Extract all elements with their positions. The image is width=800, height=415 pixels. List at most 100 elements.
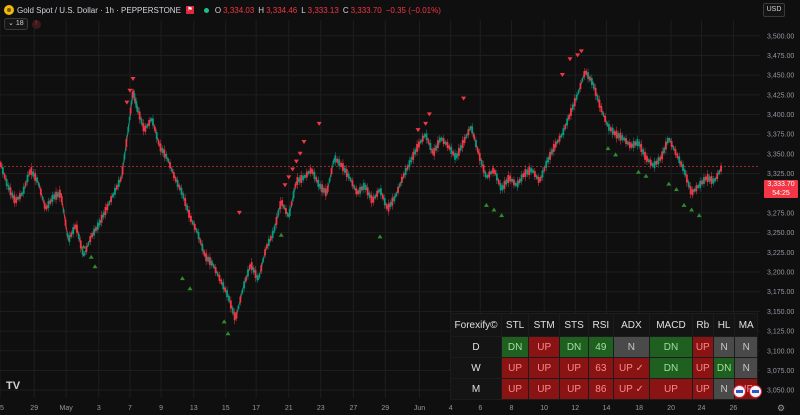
candle-body xyxy=(267,238,270,246)
candle-body xyxy=(492,167,494,174)
candle-body xyxy=(254,269,257,278)
buy-signal-marker xyxy=(187,286,193,291)
candle-body xyxy=(568,114,570,119)
us-flag-icon[interactable] xyxy=(749,385,762,398)
candle-body xyxy=(7,184,10,190)
candle-body xyxy=(304,175,306,179)
candle-body xyxy=(359,186,361,194)
close-value: 3,333.70 xyxy=(350,5,382,15)
candle-body xyxy=(632,141,635,149)
candle-body xyxy=(461,140,464,149)
sell-signal-marker xyxy=(293,159,299,164)
candle-body xyxy=(704,176,707,181)
candle-body xyxy=(372,196,375,203)
candle-body xyxy=(319,183,322,189)
table-cell: UP xyxy=(649,378,693,400)
table-cell: UP ✓ xyxy=(612,378,651,400)
buy-signal-marker xyxy=(483,202,489,207)
buy-signal-marker xyxy=(179,276,185,281)
table-cell: 86 xyxy=(587,378,614,400)
candle-body xyxy=(457,147,460,156)
y-tick-label: 3,125.00 xyxy=(767,329,794,336)
sell-signal-marker xyxy=(130,76,136,81)
high-value: 3,334.46 xyxy=(266,5,298,15)
candle-body xyxy=(220,279,223,284)
candle-body xyxy=(133,93,136,101)
symbol-title[interactable]: Gold Spot / U.S. Dollar · 1h · PEPPERSTO… xyxy=(17,5,181,15)
table-cell: N xyxy=(712,336,736,358)
candle-body xyxy=(260,265,263,272)
candle-body xyxy=(522,173,525,178)
candle-body xyxy=(186,205,189,211)
candle-body xyxy=(190,215,192,222)
sell-signal-marker xyxy=(461,96,467,101)
candle-body xyxy=(20,192,23,196)
candle-body xyxy=(157,140,160,145)
currency-selector[interactable]: USD xyxy=(763,3,785,17)
red-flag-icon[interactable]: ⚑ xyxy=(185,6,194,14)
candle-body xyxy=(307,171,310,175)
candle-body xyxy=(36,177,38,183)
candle-body xyxy=(634,141,637,146)
table-cell: N xyxy=(734,357,758,379)
candle-body xyxy=(587,72,589,80)
candle-body xyxy=(123,154,126,160)
candle-body xyxy=(146,124,149,128)
candle-body xyxy=(703,176,705,184)
table-cell: DN xyxy=(649,357,693,379)
candle-body xyxy=(209,257,211,266)
candle-body xyxy=(528,167,531,176)
sell-signal-marker xyxy=(426,112,432,117)
candle-body xyxy=(693,188,696,192)
candle-body xyxy=(96,222,99,230)
candle-body xyxy=(404,168,407,176)
candle-body xyxy=(554,141,557,148)
us-flag-icon[interactable] xyxy=(733,385,746,398)
buy-signal-marker xyxy=(681,202,687,207)
candle-body xyxy=(380,188,382,196)
candle-body xyxy=(315,177,318,182)
candle-body xyxy=(199,239,202,244)
sell-signal-marker xyxy=(236,210,242,215)
candle-body xyxy=(216,272,219,276)
candle-body xyxy=(678,156,681,164)
candle-body xyxy=(475,140,477,148)
candle-body xyxy=(70,232,73,237)
candle-body xyxy=(11,192,14,198)
indicator-toggle-button[interactable]: ⌄ 18 xyxy=(4,18,28,30)
candle-body xyxy=(324,188,327,197)
gear-icon[interactable]: ⚙ xyxy=(776,403,786,413)
candle-body xyxy=(630,143,633,148)
candle-body xyxy=(684,170,686,176)
table-header-cell: STL xyxy=(500,313,530,337)
table-cell: DN xyxy=(649,336,693,358)
candle-body xyxy=(28,170,31,175)
candle-body xyxy=(49,199,52,204)
candle-body xyxy=(205,253,208,262)
sell-signal-marker xyxy=(290,167,296,172)
candle-body xyxy=(3,174,6,179)
alert-icon[interactable]: ! xyxy=(31,19,41,29)
candle-body xyxy=(562,128,565,136)
candle-body xyxy=(32,171,35,177)
buy-signal-marker xyxy=(225,331,231,336)
table-cell: N xyxy=(712,378,736,400)
tradingview-logo[interactable]: TV xyxy=(6,380,21,392)
candle-body xyxy=(317,179,320,187)
candle-body xyxy=(366,187,369,196)
candle-body xyxy=(22,186,25,194)
candle-body xyxy=(343,167,346,173)
candle-body xyxy=(188,209,190,218)
candle-body xyxy=(418,141,420,148)
candle-body xyxy=(191,221,194,225)
candle-body xyxy=(237,305,240,309)
candle-body xyxy=(132,90,135,95)
candle-body xyxy=(395,193,398,197)
table-cell: 63 xyxy=(587,357,614,379)
candle-body xyxy=(13,195,16,204)
candle-body xyxy=(214,267,217,274)
candle-body xyxy=(391,197,394,206)
candle-body xyxy=(353,185,356,189)
table-cell: 49 xyxy=(587,336,614,358)
